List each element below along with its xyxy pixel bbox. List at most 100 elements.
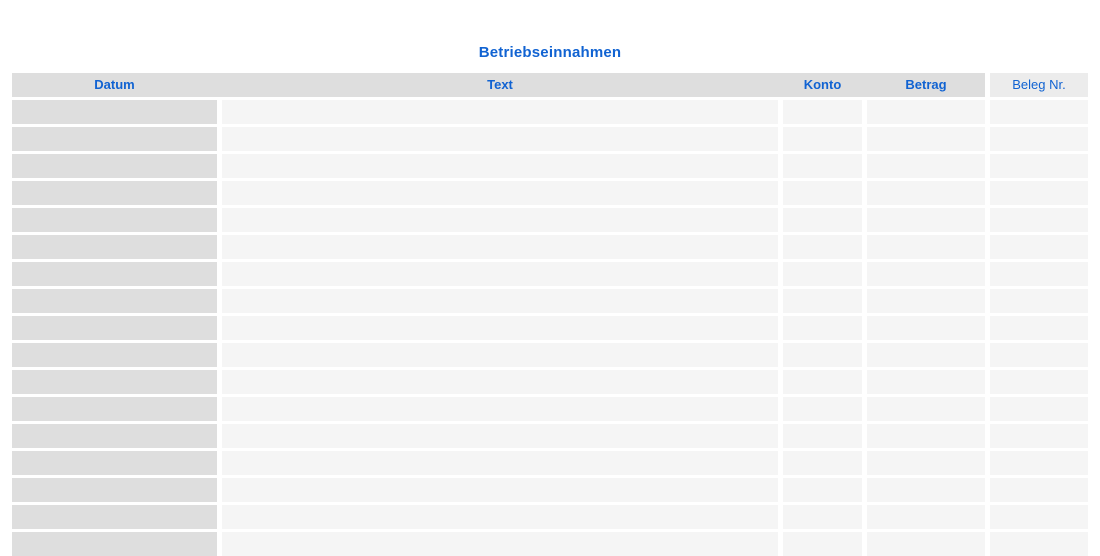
column-header-betrag[interactable]: Betrag: [905, 77, 947, 92]
table-cell-konto[interactable]: [783, 397, 862, 421]
table-cell-konto[interactable]: [783, 505, 862, 529]
table-cell-datum[interactable]: [12, 370, 217, 394]
table-cell-konto[interactable]: [783, 154, 862, 178]
table-row: [12, 100, 1088, 124]
table-cell-datum[interactable]: [12, 532, 217, 556]
table-cell-betrag[interactable]: [867, 505, 985, 529]
table-cell-text[interactable]: [222, 208, 778, 232]
table-cell-betrag[interactable]: [867, 451, 985, 475]
table-cell-text[interactable]: [222, 181, 778, 205]
table-cell-datum[interactable]: [12, 316, 217, 340]
table-cell-konto[interactable]: [783, 316, 862, 340]
table-cell-betrag[interactable]: [867, 100, 985, 124]
table-cell-betrag[interactable]: [867, 262, 985, 286]
table-cell-datum[interactable]: [12, 451, 217, 475]
table-cell-betrag[interactable]: [867, 289, 985, 313]
table-cell-datum[interactable]: [12, 343, 217, 367]
table-cell-beleg[interactable]: [990, 451, 1088, 475]
income-table: Datum Text Konto Betrag Beleg Nr.: [12, 73, 1088, 556]
table-cell-datum[interactable]: [12, 397, 217, 421]
table-cell-betrag[interactable]: [867, 154, 985, 178]
column-header-konto[interactable]: Konto: [803, 77, 842, 92]
table-row: [12, 451, 1088, 475]
table-cell-text[interactable]: [222, 343, 778, 367]
table-row: [12, 424, 1088, 448]
table-cell-datum[interactable]: [12, 289, 217, 313]
table-cell-konto[interactable]: [783, 235, 862, 259]
table-cell-konto[interactable]: [783, 262, 862, 286]
table-cell-text[interactable]: [222, 262, 778, 286]
table-cell-konto[interactable]: [783, 289, 862, 313]
table-cell-beleg[interactable]: [990, 478, 1088, 502]
table-cell-text[interactable]: [222, 397, 778, 421]
table-cell-text[interactable]: [222, 316, 778, 340]
table-cell-beleg[interactable]: [990, 397, 1088, 421]
column-header-beleg-nr[interactable]: Beleg Nr.: [990, 73, 1088, 97]
table-cell-konto[interactable]: [783, 100, 862, 124]
table-cell-konto[interactable]: [783, 532, 862, 556]
table-cell-text[interactable]: [222, 424, 778, 448]
table-cell-datum[interactable]: [12, 505, 217, 529]
table-cell-betrag[interactable]: [867, 532, 985, 556]
table-cell-beleg[interactable]: [990, 235, 1088, 259]
table-cell-betrag[interactable]: [867, 370, 985, 394]
sheet-title: Betriebseinnahmen: [478, 44, 622, 61]
table-cell-betrag[interactable]: [867, 316, 985, 340]
table-cell-beleg[interactable]: [990, 181, 1088, 205]
table-cell-datum[interactable]: [12, 100, 217, 124]
table-cell-text[interactable]: [222, 505, 778, 529]
table-cell-beleg[interactable]: [990, 343, 1088, 367]
table-cell-datum[interactable]: [12, 127, 217, 151]
header-main-band: Datum Text Konto Betrag: [12, 73, 985, 97]
table-cell-beleg[interactable]: [990, 208, 1088, 232]
table-cell-konto[interactable]: [783, 451, 862, 475]
table-row: [12, 397, 1088, 421]
column-header-datum[interactable]: Datum: [94, 77, 135, 92]
table-row: [12, 370, 1088, 394]
table-cell-konto[interactable]: [783, 343, 862, 367]
table-cell-betrag[interactable]: [867, 424, 985, 448]
table-cell-betrag[interactable]: [867, 235, 985, 259]
table-cell-beleg[interactable]: [990, 154, 1088, 178]
table-cell-beleg[interactable]: [990, 505, 1088, 529]
table-cell-datum[interactable]: [12, 208, 217, 232]
table-cell-datum[interactable]: [12, 262, 217, 286]
table-cell-text[interactable]: [222, 235, 778, 259]
table-cell-beleg[interactable]: [990, 262, 1088, 286]
table-cell-konto[interactable]: [783, 478, 862, 502]
table-cell-text[interactable]: [222, 154, 778, 178]
table-cell-konto[interactable]: [783, 424, 862, 448]
column-header-text[interactable]: Text: [487, 77, 513, 92]
table-cell-konto[interactable]: [783, 370, 862, 394]
table-cell-text[interactable]: [222, 127, 778, 151]
table-cell-beleg[interactable]: [990, 424, 1088, 448]
table-cell-text[interactable]: [222, 478, 778, 502]
table-cell-text[interactable]: [222, 370, 778, 394]
table-cell-beleg[interactable]: [990, 289, 1088, 313]
table-cell-beleg[interactable]: [990, 127, 1088, 151]
table-row: [12, 532, 1088, 556]
table-cell-datum[interactable]: [12, 181, 217, 205]
table-cell-betrag[interactable]: [867, 343, 985, 367]
table-cell-text[interactable]: [222, 532, 778, 556]
table-cell-datum[interactable]: [12, 478, 217, 502]
table-cell-betrag[interactable]: [867, 181, 985, 205]
table-cell-datum[interactable]: [12, 424, 217, 448]
table-cell-beleg[interactable]: [990, 316, 1088, 340]
table-cell-betrag[interactable]: [867, 208, 985, 232]
table-cell-konto[interactable]: [783, 181, 862, 205]
table-cell-beleg[interactable]: [990, 532, 1088, 556]
table-cell-datum[interactable]: [12, 235, 217, 259]
table-cell-beleg[interactable]: [990, 370, 1088, 394]
table-cell-beleg[interactable]: [990, 100, 1088, 124]
table-cell-betrag[interactable]: [867, 127, 985, 151]
table-cell-betrag[interactable]: [867, 397, 985, 421]
table-cell-konto[interactable]: [783, 208, 862, 232]
table-cell-konto[interactable]: [783, 127, 862, 151]
table-cell-datum[interactable]: [12, 154, 217, 178]
table-cell-text[interactable]: [222, 100, 778, 124]
table-row: [12, 235, 1088, 259]
table-cell-text[interactable]: [222, 451, 778, 475]
table-cell-betrag[interactable]: [867, 478, 985, 502]
table-cell-text[interactable]: [222, 289, 778, 313]
